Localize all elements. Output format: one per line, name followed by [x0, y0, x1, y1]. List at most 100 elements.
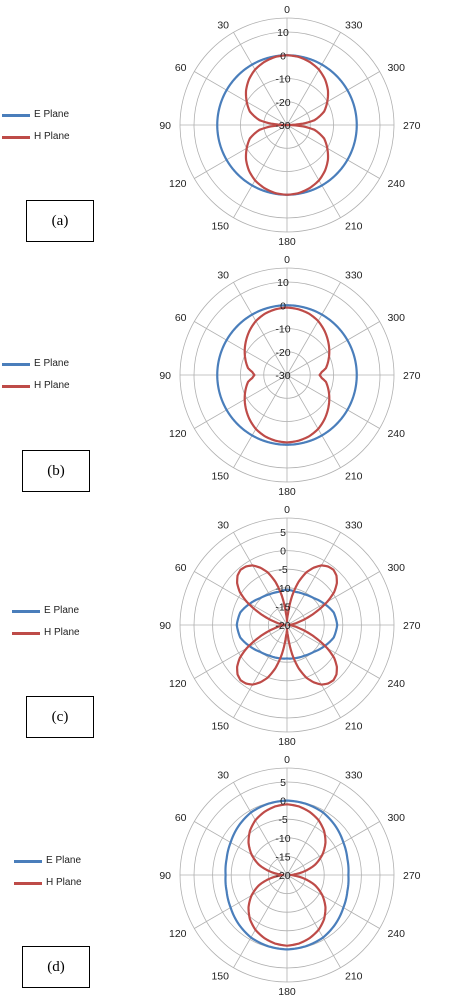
legend-c: E Plane H Plane — [12, 603, 102, 647]
angle-tick-label: 30 — [217, 770, 229, 782]
panel-label-c: (c) — [26, 696, 94, 738]
grid-spoke — [233, 624, 288, 718]
angle-tick-label: 120 — [169, 678, 187, 690]
angle-tick-label: 150 — [211, 470, 229, 482]
chart-panel-c: 5 0 -5 -10 -15 -20 0 30 60 90 120 150 180 210 240 270 30… — [0, 500, 456, 750]
grid-spoke — [194, 821, 288, 876]
radial-tick-label: -20 — [275, 97, 290, 109]
grid-spoke — [286, 282, 341, 376]
angle-tick-label: 240 — [387, 428, 405, 440]
chart-panel-a: 10 0 -10 -20 -30 0 30 60 90 120 150 180 210 240 270 300… — [0, 0, 456, 250]
chart-panel-b: 10 0 -10 -20 -30 0 30 60 90 120 150 180 210 240 270 300… — [0, 250, 456, 500]
legend-label-e: E Plane — [34, 358, 70, 369]
angle-tick-label: 300 — [387, 62, 405, 74]
angle-tick-label: 60 — [175, 812, 187, 824]
angle-tick-label: 60 — [175, 62, 187, 74]
radial-tick-label: -10 — [275, 583, 290, 595]
grid-spoke — [286, 321, 380, 376]
angle-tick-label: 30 — [217, 520, 229, 532]
grid-spoke — [233, 874, 288, 968]
angle-tick-label: 0 — [284, 4, 290, 16]
angle-tick-label: 270 — [403, 620, 421, 632]
legend-item-h-plane: H Plane — [2, 129, 92, 151]
angle-tick-label: 300 — [387, 312, 405, 324]
radial-tick-label: -5 — [278, 814, 287, 826]
angle-tick-label: 180 — [278, 736, 296, 748]
h-plane-trace — [243, 306, 331, 444]
legend-swatch-h — [2, 385, 30, 388]
polar-chart-c: 5 0 -5 -10 -15 -20 0 30 60 90 120 150 180 210 240 270 30… — [159, 504, 421, 748]
legend-label-h: H Plane — [44, 627, 80, 638]
angle-tick-label: 90 — [159, 370, 171, 382]
legend-label-h: H Plane — [34, 380, 70, 391]
angle-tick-label: 330 — [345, 770, 363, 782]
legend-item-h-plane: H Plane — [12, 625, 102, 647]
radial-tick-label: -10 — [275, 833, 290, 845]
angle-tick-label: 60 — [175, 562, 187, 574]
legend-label-h: H Plane — [34, 131, 70, 142]
legend-item-e-plane: E Plane — [2, 107, 92, 129]
legend-label-h: H Plane — [46, 877, 82, 888]
grid-spoke — [286, 32, 341, 126]
legend-d: E Plane H Plane — [14, 853, 104, 897]
grid-spoke — [286, 624, 380, 679]
e-plane-trace — [216, 304, 358, 446]
legend-item-e-plane: E Plane — [2, 356, 92, 378]
h-plane-trace — [247, 803, 327, 947]
angle-tick-label: 90 — [159, 870, 171, 882]
angle-tick-label: 240 — [387, 928, 405, 940]
angle-tick-label: 300 — [387, 562, 405, 574]
angle-tick-label: 240 — [387, 178, 405, 190]
radial-tick-label: 0 — [280, 300, 286, 312]
grid-spoke — [286, 374, 380, 429]
legend-label-e: E Plane — [44, 605, 80, 616]
chart-panel-d: 5 0 -5 -10 -15 -20 0 30 60 90 120 150 180 210 240 270 30… — [0, 750, 456, 1000]
angle-tick-label: 180 — [278, 236, 296, 248]
angle-tick-label: 30 — [217, 20, 229, 32]
legend-swatch-e — [12, 610, 40, 613]
angle-tick-label: 270 — [403, 120, 421, 132]
radial-tick-label: 5 — [280, 527, 286, 539]
grid-spoke — [194, 374, 288, 429]
polar-chart-b: 10 0 -10 -20 -30 0 30 60 90 120 150 180 210 240 270 300… — [159, 254, 421, 498]
radial-tick-label: 0 — [280, 796, 286, 808]
radial-tick-label: 10 — [277, 27, 289, 39]
grid-spoke — [286, 624, 341, 718]
radial-tick-label: -20 — [275, 870, 290, 882]
grid-spoke — [194, 624, 288, 679]
radial-tick-label: -20 — [275, 620, 290, 632]
angle-tick-label: 30 — [217, 270, 229, 282]
grid-spoke — [233, 374, 288, 468]
legend-swatch-e — [14, 860, 42, 863]
grid-spoke — [286, 782, 341, 876]
angle-tick-label: 0 — [284, 254, 290, 266]
polar-chart-a: 10 0 -10 -20 -30 0 30 60 90 120 150 180 210 240 270 300… — [159, 4, 421, 248]
angle-tick-label: 330 — [345, 20, 363, 32]
grid-spoke — [286, 124, 380, 179]
angle-tick-label: 210 — [345, 720, 363, 732]
radial-tick-label: -20 — [275, 347, 290, 359]
angle-tick-label: 270 — [403, 370, 421, 382]
angle-tick-label: 150 — [211, 220, 229, 232]
grid-spoke — [286, 71, 380, 126]
legend-swatch-e — [2, 363, 30, 366]
grid-spoke — [286, 532, 341, 626]
grid-spoke — [286, 874, 380, 929]
grid-spoke — [286, 874, 341, 968]
legend-swatch-h — [14, 882, 42, 885]
radial-tick-label: -10 — [275, 74, 290, 86]
grid-spoke — [286, 374, 341, 468]
grid-spoke — [194, 124, 288, 179]
angle-tick-label: 330 — [345, 520, 363, 532]
grid-spoke — [286, 571, 380, 626]
radial-tick-label: 5 — [280, 777, 286, 789]
grid-spoke — [286, 821, 380, 876]
grid-spoke — [233, 32, 288, 126]
legend-b: E Plane H Plane — [2, 356, 92, 400]
legend-item-h-plane: H Plane — [2, 378, 92, 400]
radial-tick-label: -30 — [275, 120, 290, 132]
legend-item-e-plane: E Plane — [14, 853, 104, 875]
grid-spoke — [194, 321, 288, 376]
grid-spoke — [233, 532, 288, 626]
angle-tick-label: 180 — [278, 986, 296, 998]
